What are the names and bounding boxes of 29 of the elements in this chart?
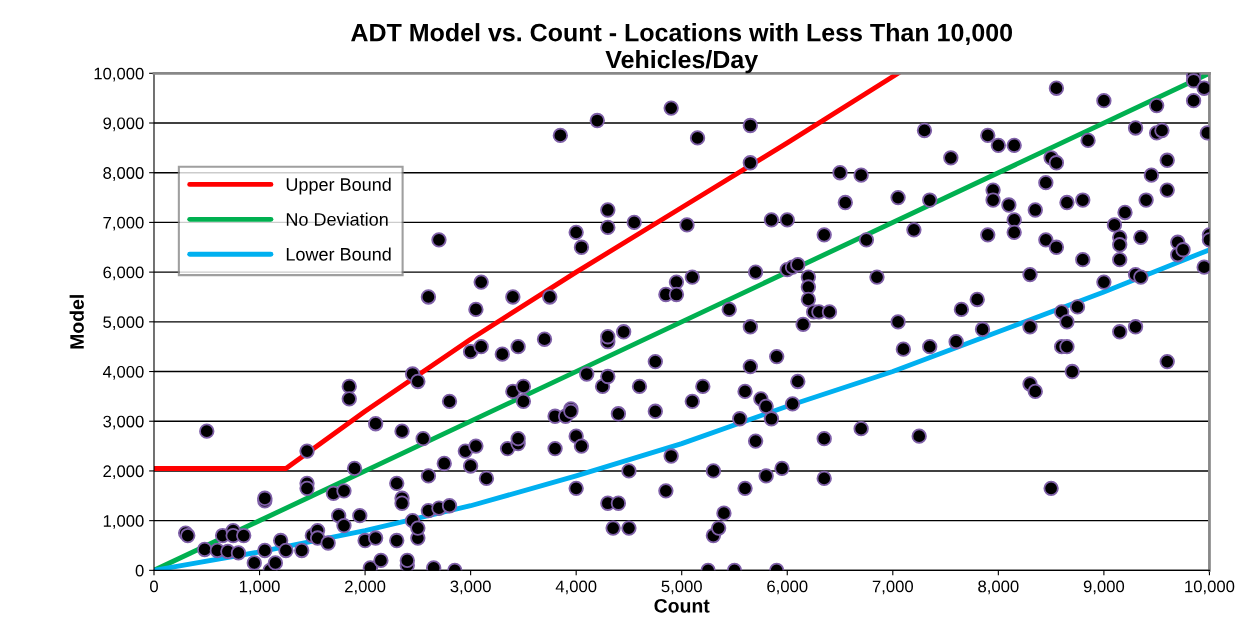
y-tick-label: 8,000 — [103, 167, 144, 181]
x-tick-label: 4,000 — [555, 580, 597, 595]
line-series — [154, 73, 901, 471]
x-tick-label: 10,000 — [1185, 580, 1235, 595]
x-axis-title: Count — [654, 598, 710, 613]
x-tick-label: 9,000 — [1083, 580, 1125, 595]
legend-label: Lower Bound — [286, 247, 391, 261]
x-tick-label: 0 — [150, 580, 158, 593]
y-tick-label: 1,000 — [103, 515, 144, 529]
x-tick-label: 7,000 — [872, 580, 913, 595]
y-tick-label: 0 — [135, 564, 144, 577]
y-tick-label: 5,000 — [103, 316, 144, 330]
chart-title: ADT Model vs. Count - Locations with Less Than 10,000 Vehicles/Day — [351, 23, 1013, 74]
y-tick-label: 9,000 — [103, 117, 144, 132]
x-tick-label: 2,000 — [345, 580, 386, 595]
y-tick-label: 6,000 — [103, 266, 144, 281]
y-tick-label: 2,000 — [103, 465, 144, 480]
x-tick-label: 3,000 — [450, 580, 491, 595]
x-tick-label: 5,000 — [661, 580, 702, 595]
legend-label: No Deviation — [286, 212, 388, 226]
y-tick-label: 7,000 — [103, 216, 144, 231]
y-axis-title: Model — [69, 295, 84, 349]
y-tick-label: 4,000 — [102, 365, 144, 380]
legend-label: Upper Bound — [286, 177, 391, 195]
y-tick-label: 10,000 — [94, 67, 144, 82]
y-tick-label: 3,000 — [103, 415, 144, 430]
x-tick-label: 1,000 — [239, 580, 280, 595]
x-tick-label: 8,000 — [978, 580, 1019, 595]
x-tick-label: 6,000 — [767, 580, 808, 595]
